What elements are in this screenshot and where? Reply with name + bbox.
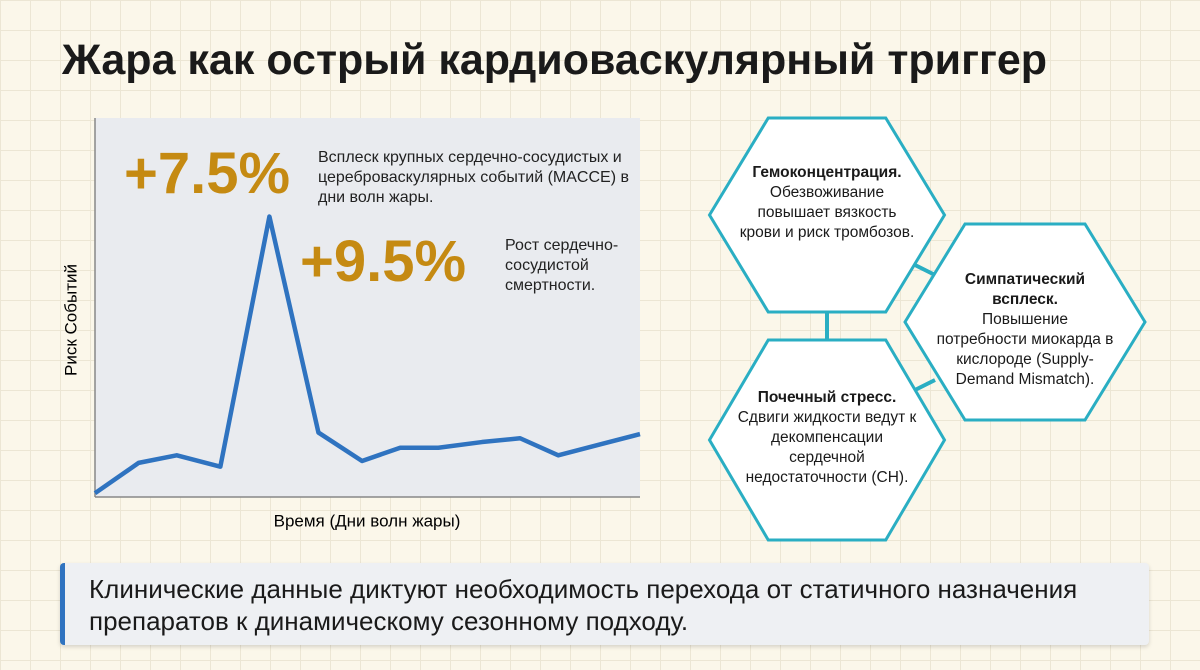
y-axis-label: Риск Событий — [61, 264, 80, 376]
hexagon-title: Гемоконцентрация. — [752, 164, 902, 181]
hexagon-body: Сдвиги жидкости ведут к декомпенсации се… — [737, 409, 917, 486]
footer-note: Клинические данные диктуют необходимость… — [60, 563, 1149, 645]
hexagon-body: Обезвоживание повышает вязкость крови и … — [739, 184, 915, 241]
hexagon-text: Симпатический всплеск. Повышение потребно… — [935, 270, 1115, 390]
callout-text: Всплеск крупных сердечно-сосудистых и це… — [318, 149, 629, 206]
callout-text: Рост сердечно-сосудистой смертности. — [505, 237, 619, 294]
hexagon — [903, 222, 1147, 422]
callout-value: +7.5% — [124, 141, 291, 206]
hexagon — [707, 338, 947, 542]
hexagon-body: Повышение потребности миокарда в кислоро… — [936, 311, 1114, 388]
hexagon-title: Симпатический всплеск. — [964, 271, 1086, 308]
callout-value: +9.5% — [300, 229, 467, 294]
hexagon-group — [707, 116, 1147, 542]
hexagon — [707, 116, 947, 314]
plot-area — [95, 118, 640, 497]
x-axis-label: Время (Дни волн жары) — [274, 511, 461, 530]
hexagon-title: Почечный стресс. — [757, 389, 897, 406]
data-line — [93, 214, 641, 496]
connectors — [825, 263, 936, 392]
hexagon-text: Гемоконцентрация. Обезвоживание повышает … — [737, 163, 917, 243]
hexagon-text: Почечный стресс. Сдвиги жидкости ведут к … — [737, 388, 917, 488]
slide-title: Жара как острый кардиоваскулярный тригге… — [62, 36, 1048, 84]
